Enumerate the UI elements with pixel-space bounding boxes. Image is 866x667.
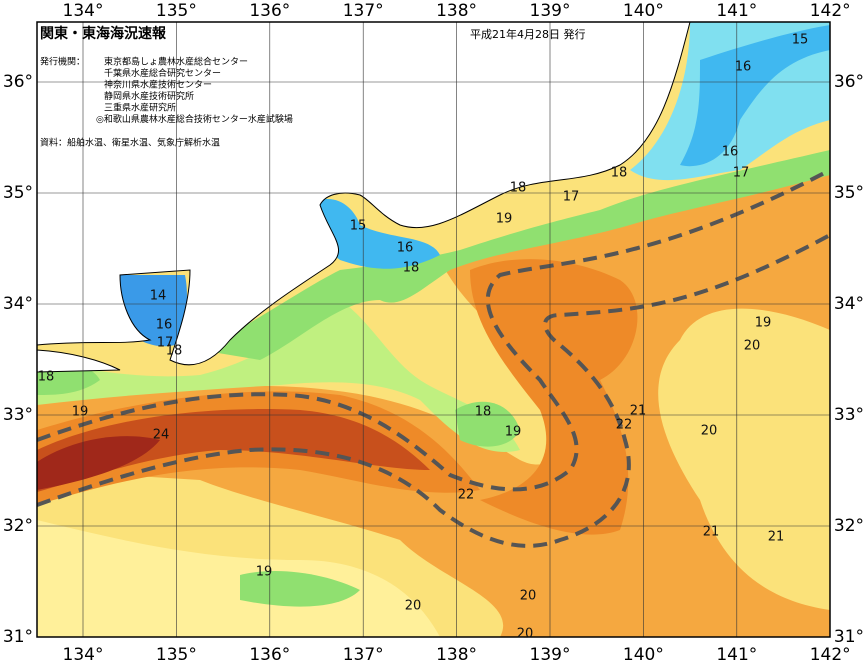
lon-label-top: 140° [623, 1, 664, 21]
contour-label: 16 [722, 145, 739, 160]
graticule [37, 22, 830, 637]
contour-label: 20 [520, 589, 537, 604]
issuer: 三重県水産研究所 [104, 102, 176, 114]
lon-label-bottom: 136° [249, 645, 290, 665]
source: 資料：船舶水温、衛星水温、気象庁解析水温 [40, 137, 220, 149]
contour-label: 19 [505, 425, 522, 440]
land [37, 349, 121, 373]
issuer: 静岡県水産技術研究所 [104, 90, 194, 102]
contour-label: 19 [72, 405, 89, 420]
sea-red [37, 409, 430, 492]
lon-label-bottom: 139° [530, 645, 571, 665]
sea-green [455, 401, 520, 447]
sea-green [200, 150, 830, 360]
lat-label-left: 31° [3, 627, 33, 647]
lon-label-bottom: 137° [343, 645, 384, 665]
contour-label: 18 [475, 405, 492, 420]
map-frame [36, 21, 831, 638]
contour-label: 15 [792, 33, 809, 48]
lon-label-bottom: 135° [156, 645, 197, 665]
issuer: 千葉県水産総合研究センター [104, 67, 221, 79]
issuers-label: 発行機関： [40, 56, 85, 68]
lon-label-bottom: 138° [436, 645, 477, 665]
issuer: 東京都島しょ農林水産総合センター [104, 56, 248, 68]
sea-light-green [37, 300, 520, 452]
sea-light [37, 520, 440, 637]
lon-label-bottom: 142° [810, 645, 851, 665]
contour-label: 22 [458, 488, 475, 503]
contour-label: 18 [510, 181, 527, 196]
contour-label: 16 [156, 318, 173, 333]
contour-label: 14 [150, 289, 167, 304]
lon-label-top: 138° [436, 1, 477, 21]
contour-label: 22 [616, 418, 633, 433]
lon-label-top: 137° [343, 1, 384, 21]
contour-label: 15 [350, 219, 367, 234]
lon-label-bottom: 141° [716, 645, 757, 665]
contour-label: 18 [403, 261, 420, 276]
lon-label-top: 141° [716, 1, 757, 21]
sea-blue [680, 25, 830, 167]
contour-label: 20 [701, 424, 718, 439]
sea-blue [318, 199, 440, 269]
contour-label: 17 [733, 166, 750, 181]
contour-label: 16 [397, 241, 414, 256]
kuroshio-axis [37, 168, 830, 548]
contour-labels: 1516161718181719151618141617181819241920… [38, 33, 809, 642]
lat-label-left: 35° [3, 183, 33, 203]
contour-label: 21 [703, 525, 720, 540]
lat-label-right: 34° [834, 294, 864, 314]
lon-label-top: 135° [156, 1, 197, 21]
contour-label: 19 [256, 565, 273, 580]
contour-label: 17 [157, 336, 174, 351]
contour-label: 20 [744, 339, 761, 354]
contour-label: 24 [153, 428, 170, 443]
lon-label-top: 134° [63, 1, 104, 21]
lat-label-right: 32° [834, 516, 864, 536]
lat-label-right: 36° [834, 72, 864, 92]
lon-label-bottom: 134° [63, 645, 104, 665]
contour-label: 21 [630, 404, 647, 419]
map-body [37, 22, 830, 637]
issuer: 神奈川県水産技術センター [104, 79, 212, 91]
contour-label: 18 [166, 344, 183, 359]
contour-label: 21 [768, 530, 785, 545]
lon-label-bottom: 140° [623, 645, 664, 665]
sea-deep-red [37, 436, 160, 490]
issue-date: 平成21年4月28日 発行 [470, 27, 586, 41]
lon-label-top: 139° [530, 1, 571, 21]
lat-label-left: 33° [3, 405, 33, 425]
sea-orange [37, 165, 830, 637]
lat-label-left: 36° [3, 72, 33, 92]
contour-label: 18 [611, 166, 628, 181]
contour-label: 17 [563, 190, 580, 205]
contour-label: 19 [755, 316, 772, 331]
contour-label: 19 [496, 212, 513, 227]
contour-label: 20 [517, 627, 534, 642]
lat-label-right: 35° [834, 183, 864, 203]
issuer: ◎和歌山県農林水産総合技術センター水産試験場 [96, 113, 293, 125]
lat-label-right: 33° [834, 405, 864, 425]
contour-label: 16 [735, 60, 752, 75]
lat-label-left: 34° [3, 294, 33, 314]
contour-label: 18 [38, 370, 55, 385]
lat-label-left: 32° [3, 516, 33, 536]
lon-label-top: 142° [810, 1, 851, 21]
lat-label-right: 31° [834, 627, 864, 647]
issuer-list: 東京都島しょ農林水産総合センター千葉県水産総合研究センター神奈川県水産技術センタ… [96, 56, 293, 126]
title: 関東・東海海況速報 [40, 25, 167, 42]
lon-label-top: 136° [249, 1, 290, 21]
contour-label: 20 [405, 599, 422, 614]
